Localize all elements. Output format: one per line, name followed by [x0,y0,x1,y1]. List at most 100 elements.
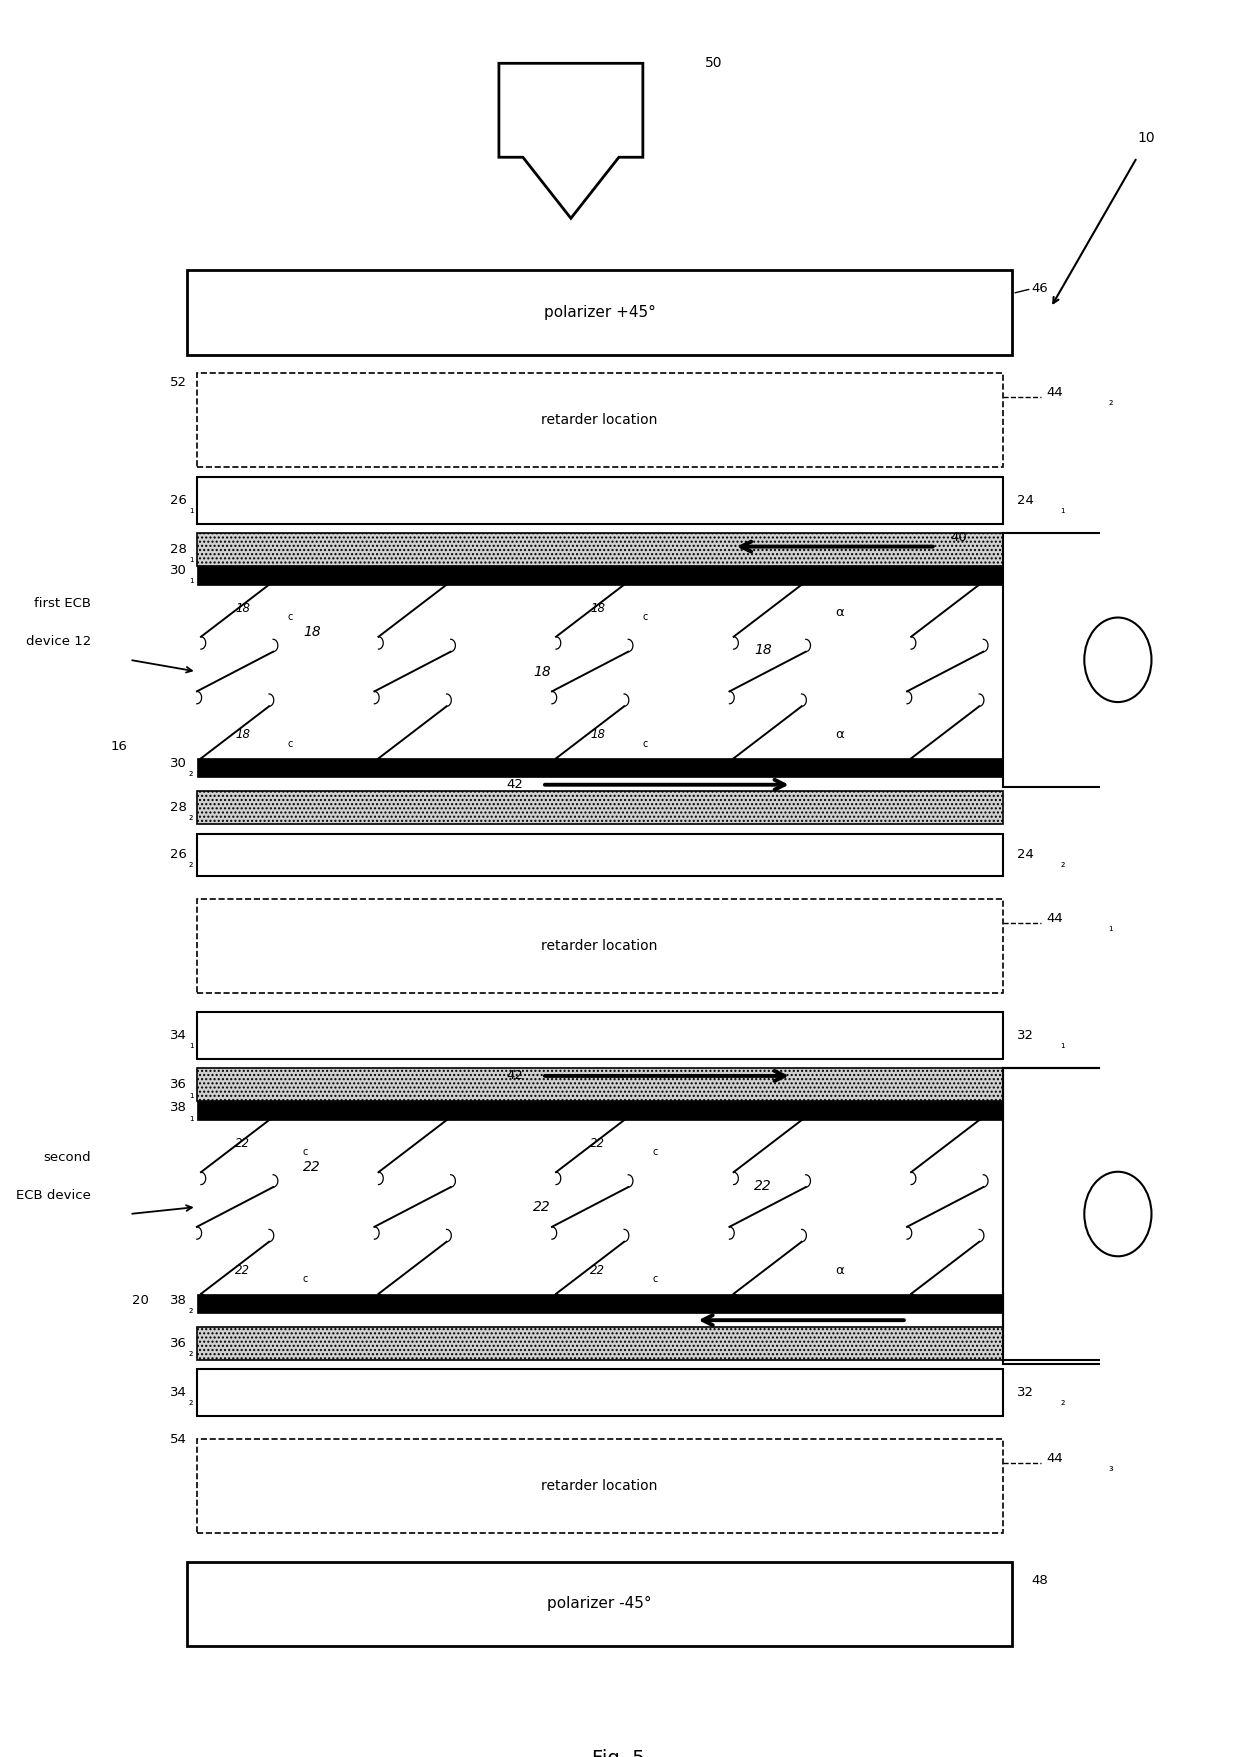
Bar [197,1102,1003,1119]
Text: ₁: ₁ [188,1040,193,1051]
Text: polarizer +45°: polarizer +45° [543,304,656,320]
Text: ₂: ₂ [188,1305,193,1316]
Bar [187,1562,1012,1646]
Bar [197,372,1003,467]
Text: ECB device: ECB device [16,1189,91,1202]
Text: first ECB: first ECB [33,597,91,610]
Text: c: c [642,611,649,622]
Text: ₁: ₁ [188,1112,193,1123]
Text: ₁: ₁ [188,553,193,564]
Ellipse shape [1084,617,1152,703]
Text: 50: 50 [706,56,723,70]
Text: 28: 28 [170,801,187,813]
Text: 18: 18 [590,729,605,741]
Text: 20: 20 [131,1293,149,1307]
Text: ₁: ₁ [1109,922,1112,933]
Text: 22: 22 [590,1263,605,1277]
Text: 30: 30 [170,757,187,770]
Text: 36: 36 [170,1079,187,1091]
Text: ₁: ₁ [188,504,193,515]
Bar [197,1369,1003,1416]
Text: c: c [652,1147,658,1158]
Text: 30: 30 [170,564,187,576]
Text: 32: 32 [1017,1386,1034,1399]
Text: 18: 18 [590,601,605,615]
Text: α: α [836,606,844,618]
Polygon shape [498,63,642,218]
Text: 22: 22 [236,1137,250,1151]
Text: V: V [1112,1207,1123,1225]
Text: V: V [1112,650,1123,669]
Text: 18: 18 [236,601,250,615]
Text: 26: 26 [170,494,187,506]
Text: 46: 46 [1032,283,1048,295]
Text: ₂: ₂ [188,812,193,822]
Bar [197,759,1003,777]
Text: c: c [303,1147,308,1158]
Text: c: c [652,1274,658,1284]
Text: retarder location: retarder location [542,1479,658,1493]
Text: 36: 36 [170,1337,187,1349]
Text: ₁: ₁ [188,1089,193,1100]
Text: ₁: ₁ [1060,1040,1065,1051]
Text: 40: 40 [950,531,967,545]
Text: α: α [836,729,844,741]
Ellipse shape [1084,1172,1152,1256]
Text: 18: 18 [754,643,771,657]
Bar [197,566,1003,585]
Text: ₃: ₃ [1109,1464,1114,1472]
Text: ₂: ₂ [188,1397,193,1407]
Text: ₂: ₂ [188,1348,193,1358]
Text: second: second [43,1151,91,1165]
Text: 22: 22 [590,1137,605,1151]
Text: c: c [288,738,293,748]
Text: 34: 34 [170,1386,187,1399]
Bar [197,1327,1003,1360]
Bar [197,1068,1003,1102]
Text: 16: 16 [110,740,128,754]
Text: 24: 24 [1017,494,1034,506]
Text: ₁: ₁ [188,575,193,585]
Text: ₁: ₁ [1060,504,1065,515]
Bar [197,1012,1003,1059]
Text: 18: 18 [236,729,250,741]
Text: 52: 52 [170,376,187,390]
Text: ₂: ₂ [1109,397,1112,408]
Text: 40: 40 [926,1295,942,1307]
Text: ₂: ₂ [188,859,193,870]
Bar [187,271,1012,355]
Text: 26: 26 [170,849,187,861]
Text: polarizer -45°: polarizer -45° [547,1597,652,1611]
Text: 44: 44 [1045,1451,1063,1465]
Text: 42: 42 [506,1070,523,1082]
Text: 28: 28 [170,543,187,555]
Bar [197,833,1003,875]
Text: Fig. 5: Fig. 5 [593,1750,645,1757]
Bar [197,476,1003,524]
Bar [197,791,1003,824]
Text: 54: 54 [170,1434,187,1446]
Text: c: c [303,1274,308,1284]
Text: α: α [836,1263,844,1277]
Text: ₂: ₂ [188,768,193,778]
Bar [197,1293,1003,1312]
Text: device 12: device 12 [26,634,91,648]
Text: 22: 22 [754,1179,771,1193]
Text: 22: 22 [236,1263,250,1277]
Text: c: c [288,611,293,622]
Text: c: c [642,738,649,748]
Text: 34: 34 [170,1030,187,1042]
Text: retarder location: retarder location [542,940,658,954]
Text: retarder location: retarder location [542,413,658,427]
Text: 24: 24 [1017,849,1034,861]
Bar [197,1439,1003,1534]
Bar [197,532,1003,566]
Text: 22: 22 [303,1160,321,1174]
Text: 10: 10 [1137,132,1154,146]
Text: 18: 18 [303,625,321,638]
Text: α: α [844,1100,853,1112]
Text: 18: 18 [533,664,551,678]
Text: 42: 42 [506,778,523,791]
Text: 32: 32 [1017,1030,1034,1042]
Text: 44: 44 [1045,385,1063,399]
